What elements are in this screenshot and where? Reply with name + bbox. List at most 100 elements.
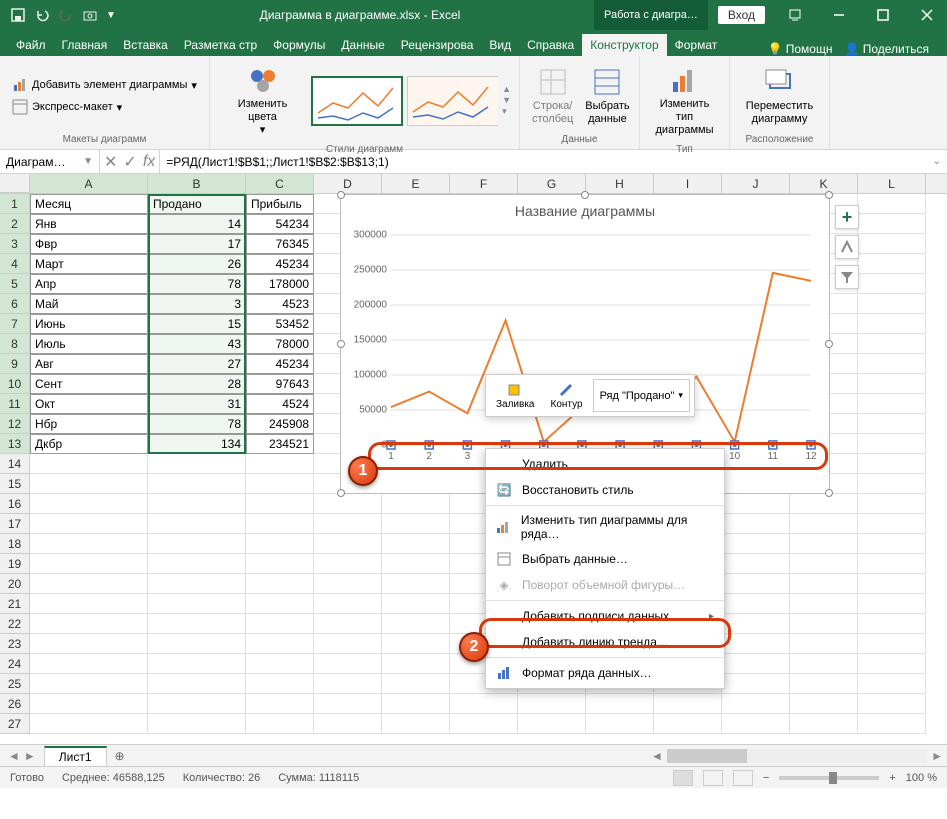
select-all-button[interactable] bbox=[0, 174, 30, 193]
row-header-17[interactable]: 17 bbox=[0, 514, 30, 534]
cell[interactable] bbox=[30, 494, 148, 514]
cell[interactable] bbox=[30, 714, 148, 734]
cell[interactable]: 78000 bbox=[246, 334, 314, 354]
cell[interactable] bbox=[314, 534, 382, 554]
menu-add-trendline[interactable]: Добавить линию тренда… bbox=[486, 629, 724, 655]
zoom-in-button[interactable]: + bbox=[889, 772, 895, 784]
row-header-5[interactable]: 5 bbox=[0, 274, 30, 294]
cell[interactable] bbox=[30, 514, 148, 534]
col-header-E[interactable]: E bbox=[382, 174, 450, 193]
col-header-F[interactable]: F bbox=[450, 174, 518, 193]
row-header-25[interactable]: 25 bbox=[0, 674, 30, 694]
share-button[interactable]: 👤 Поделиться bbox=[844, 42, 929, 56]
tell-me[interactable]: 💡 Помощн bbox=[767, 42, 832, 56]
cell[interactable] bbox=[148, 694, 246, 714]
cell[interactable] bbox=[314, 674, 382, 694]
cell[interactable] bbox=[654, 694, 722, 714]
cell[interactable]: 14 bbox=[148, 214, 246, 234]
cell[interactable] bbox=[858, 554, 926, 574]
cell[interactable]: Окт bbox=[30, 394, 148, 414]
cell[interactable] bbox=[30, 654, 148, 674]
cell[interactable] bbox=[450, 694, 518, 714]
cell[interactable] bbox=[858, 614, 926, 634]
cell[interactable] bbox=[586, 714, 654, 734]
enter-formula-icon[interactable]: ✓ bbox=[123, 152, 136, 172]
col-header-K[interactable]: K bbox=[790, 174, 858, 193]
cell[interactable] bbox=[858, 214, 926, 234]
tab-design[interactable]: Конструктор bbox=[582, 34, 666, 56]
switch-row-col-button[interactable]: Строка/столбец bbox=[528, 62, 577, 130]
tab-format[interactable]: Формат bbox=[667, 34, 726, 56]
cell[interactable] bbox=[382, 514, 450, 534]
row-header-16[interactable]: 16 bbox=[0, 494, 30, 514]
cell[interactable] bbox=[246, 534, 314, 554]
cell[interactable] bbox=[314, 554, 382, 574]
cell[interactable]: Дкбр bbox=[30, 434, 148, 454]
cell[interactable]: 76345 bbox=[246, 234, 314, 254]
chart-title[interactable]: Название диаграммы bbox=[341, 195, 829, 227]
row-header-22[interactable]: 22 bbox=[0, 614, 30, 634]
cell[interactable] bbox=[246, 614, 314, 634]
cell[interactable] bbox=[314, 654, 382, 674]
cell[interactable]: 178000 bbox=[246, 274, 314, 294]
cell[interactable] bbox=[858, 634, 926, 654]
cell[interactable] bbox=[314, 514, 382, 534]
fx-icon[interactable]: fx bbox=[143, 153, 155, 171]
row-header-21[interactable]: 21 bbox=[0, 594, 30, 614]
col-header-I[interactable]: I bbox=[654, 174, 722, 193]
cancel-formula-icon[interactable]: ✕ bbox=[104, 152, 117, 172]
col-header-C[interactable]: C bbox=[246, 174, 314, 193]
cell[interactable] bbox=[858, 654, 926, 674]
tab-page-layout[interactable]: Разметка стр bbox=[176, 34, 265, 56]
cell[interactable] bbox=[858, 314, 926, 334]
formula-input[interactable]: =РЯД(Лист1!$B$1;;Лист1!$B$2:$B$13;1) bbox=[160, 155, 926, 169]
cell[interactable] bbox=[30, 534, 148, 554]
sheet-nav-prev[interactable]: ◄ bbox=[8, 749, 20, 763]
cell[interactable]: 28 bbox=[148, 374, 246, 394]
save-icon[interactable] bbox=[10, 7, 26, 23]
login-button[interactable]: Вход bbox=[718, 6, 765, 24]
row-header-7[interactable]: 7 bbox=[0, 314, 30, 334]
cell[interactable]: 27 bbox=[148, 354, 246, 374]
cell[interactable] bbox=[148, 514, 246, 534]
cell[interactable] bbox=[246, 594, 314, 614]
cell[interactable] bbox=[314, 634, 382, 654]
hscroll-right[interactable]: ► bbox=[931, 749, 943, 763]
cell[interactable] bbox=[246, 634, 314, 654]
cell[interactable] bbox=[586, 694, 654, 714]
chart-elements-button[interactable]: + bbox=[835, 205, 859, 229]
cell[interactable] bbox=[382, 554, 450, 574]
chart-plot-area[interactable]: 1234567891011120500001000001500002000002… bbox=[391, 235, 814, 463]
cell[interactable]: 45234 bbox=[246, 354, 314, 374]
cell[interactable] bbox=[148, 674, 246, 694]
cell[interactable] bbox=[858, 694, 926, 714]
row-header-1[interactable]: 1 bbox=[0, 194, 30, 214]
row-header-6[interactable]: 6 bbox=[0, 294, 30, 314]
cell[interactable] bbox=[790, 514, 858, 534]
row-header-8[interactable]: 8 bbox=[0, 334, 30, 354]
cell[interactable]: 134 bbox=[148, 434, 246, 454]
cell[interactable] bbox=[148, 574, 246, 594]
cell[interactable] bbox=[382, 494, 450, 514]
cell[interactable] bbox=[450, 714, 518, 734]
page-layout-view-button[interactable] bbox=[703, 770, 723, 786]
cell[interactable] bbox=[382, 614, 450, 634]
cell[interactable] bbox=[858, 514, 926, 534]
cell[interactable]: Продано bbox=[148, 194, 246, 214]
cell[interactable] bbox=[518, 714, 586, 734]
cell[interactable]: 45234 bbox=[246, 254, 314, 274]
cell[interactable] bbox=[858, 674, 926, 694]
fill-button[interactable]: Заливка bbox=[490, 379, 541, 412]
cell[interactable] bbox=[858, 294, 926, 314]
resize-handle[interactable] bbox=[337, 489, 345, 497]
normal-view-button[interactable] bbox=[673, 770, 693, 786]
cell[interactable] bbox=[246, 474, 314, 494]
row-header-27[interactable]: 27 bbox=[0, 714, 30, 734]
cell[interactable] bbox=[858, 374, 926, 394]
cell[interactable]: 43 bbox=[148, 334, 246, 354]
cell[interactable]: Месяц bbox=[30, 194, 148, 214]
cell[interactable] bbox=[314, 694, 382, 714]
tab-home[interactable]: Главная bbox=[54, 34, 116, 56]
tab-review[interactable]: Рецензирова bbox=[393, 34, 482, 56]
cell[interactable] bbox=[790, 554, 858, 574]
